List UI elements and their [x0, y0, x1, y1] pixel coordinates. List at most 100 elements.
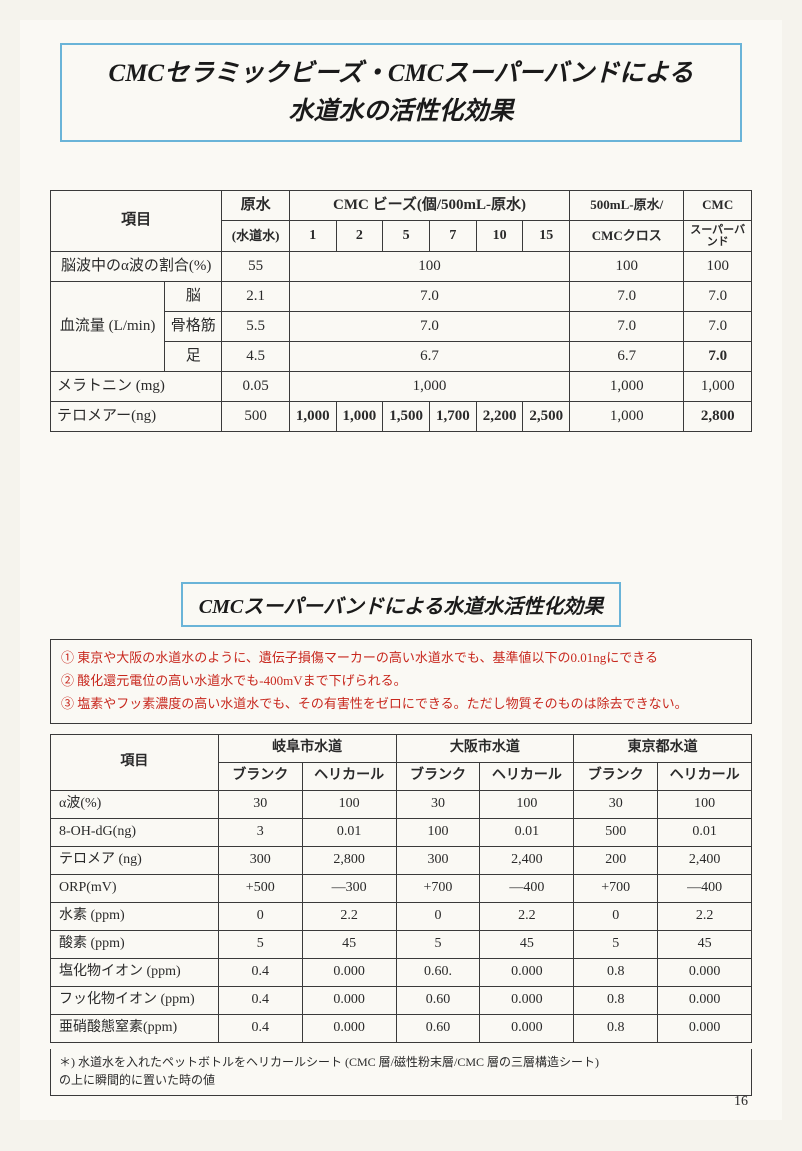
table-city: 項目 岐阜市水道 大阪市水道 東京都水道 ブランク ヘリカール ブランク ヘリカ… — [50, 734, 752, 1043]
t1-tel-label: テロメアー(ng) — [51, 402, 222, 432]
t1-tel-cloth: 1,000 — [570, 402, 684, 432]
t1-h-b2: 2 — [336, 221, 383, 252]
t1-tel-b1: 1,000 — [289, 402, 336, 432]
t2-cell: 100 — [480, 790, 574, 818]
t2-cell: 2,400 — [658, 846, 752, 874]
subtitle: CMCスーパーバンドによる水道水活性化効果 — [199, 596, 603, 618]
t1-flow-foot-band: 7.0 — [684, 342, 752, 372]
t2-cell: 100 — [302, 790, 396, 818]
t2-cell: 0.4 — [218, 1014, 302, 1042]
t1-flow-brain-cloth: 7.0 — [570, 282, 684, 312]
t2-cell: 0 — [574, 902, 658, 930]
table-row: 亜硝酸態窒素(ppm)0.40.0000.600.0000.80.000 — [51, 1014, 752, 1042]
t2-cell: 0.000 — [480, 986, 574, 1014]
t2-cell: 0.000 — [302, 986, 396, 1014]
t2-cell: 0.000 — [658, 986, 752, 1014]
footnote: ＊) 水道水を入れたペットボトルをヘリカールシート (CMC 層/磁性粉末層/C… — [50, 1049, 752, 1096]
title-line2: 水道水の活性化効果 — [288, 98, 513, 125]
t1-h-raw: 原水 — [222, 191, 290, 221]
t2-cell: 0.000 — [302, 958, 396, 986]
t2-cell: 3 — [218, 818, 302, 846]
t2-cell: 200 — [574, 846, 658, 874]
table-row: ORP(mV)+500—300+700—400+700—400 — [51, 874, 752, 902]
t1-flow-muscle-b: 7.0 — [289, 312, 569, 342]
t1-alpha-cloth: 100 — [570, 252, 684, 282]
t1-flow-brain-band: 7.0 — [684, 282, 752, 312]
t2-cell: 0.000 — [658, 1014, 752, 1042]
t2-cell: 45 — [302, 930, 396, 958]
t1-h-raw-sub: (水道水) — [222, 221, 290, 252]
t2-cell: 5 — [218, 930, 302, 958]
t1-tel-b2: 1,000 — [336, 402, 383, 432]
page-title: CMCセラミックビーズ・CMCスーパーバンドによる 水道水の活性化効果 — [76, 55, 726, 130]
t1-flow-muscle-sub: 骨格筋 — [165, 312, 222, 342]
t1-tel-b5: 1,500 — [383, 402, 430, 432]
t2-cell: 0.60 — [396, 986, 480, 1014]
t2-cell: 0.000 — [480, 958, 574, 986]
notes-box: ① 東京や大阪の水道水のように、遺伝子損傷マーカーの高い水道水でも、基準値以下の… — [50, 639, 752, 723]
t2-row-label: 酸素 (ppm) — [51, 930, 219, 958]
t1-flow-foot-raw: 4.5 — [222, 342, 290, 372]
t1-mel-band: 1,000 — [684, 372, 752, 402]
t2-h-city3: 東京都水道 — [574, 734, 752, 762]
t2-cell: 2,400 — [480, 846, 574, 874]
t1-flow-muscle-band: 7.0 — [684, 312, 752, 342]
t1-flow-brain-b: 7.0 — [289, 282, 569, 312]
t1-mel-cloth: 1,000 — [570, 372, 684, 402]
t1-h-b5: 5 — [383, 221, 430, 252]
table-row: 脳波中のα波の割合(%) 55 100 100 100 — [51, 252, 752, 282]
t2-cell: 30 — [218, 790, 302, 818]
t2-row-label: 8-OH-dG(ng) — [51, 818, 219, 846]
table-row: フッ化物イオン (ppm)0.40.0000.600.0000.80.000 — [51, 986, 752, 1014]
t1-alpha-raw: 55 — [222, 252, 290, 282]
t2-cell: 0.4 — [218, 986, 302, 1014]
t2-cell: 0.01 — [302, 818, 396, 846]
note-3: ③ 塩素やフッ素濃度の高い水道水でも、その有害性をゼロにできる。ただし物質そのも… — [61, 694, 741, 715]
page-number: 16 — [734, 1094, 748, 1110]
table-row: テロメア (ng)3002,8003002,4002002,400 — [51, 846, 752, 874]
table-row: 酸素 (ppm)545545545 — [51, 930, 752, 958]
t1-h-b1: 1 — [289, 221, 336, 252]
t1-mel-b: 1,000 — [289, 372, 569, 402]
t1-tel-b15: 2,500 — [523, 402, 570, 432]
t1-h-band: CMC — [684, 191, 752, 221]
t2-cell: 0 — [396, 902, 480, 930]
t1-mel-raw: 0.05 — [222, 372, 290, 402]
table-row: 8-OH-dG(ng)30.011000.015000.01 — [51, 818, 752, 846]
t2-h-item: 項目 — [51, 734, 219, 790]
t2-row-label: 水素 (ppm) — [51, 902, 219, 930]
t2-cell: 5 — [396, 930, 480, 958]
t2-cell: —400 — [480, 874, 574, 902]
title-box: CMCセラミックビーズ・CMCスーパーバンドによる 水道水の活性化効果 — [60, 43, 742, 142]
t2-row-label: ORP(mV) — [51, 874, 219, 902]
t2-h-blank2: ブランク — [396, 762, 480, 790]
t2-h-heli1: ヘリカール — [302, 762, 396, 790]
t1-h-b7: 7 — [430, 221, 477, 252]
t1-tel-b7: 1,700 — [430, 402, 477, 432]
t1-h-b10: 10 — [476, 221, 523, 252]
t2-h-blank1: ブランク — [218, 762, 302, 790]
t2-cell: 100 — [658, 790, 752, 818]
t2-cell: 2,800 — [302, 846, 396, 874]
note-2: ② 酸化還元電位の高い水道水でも-400mVまで下げられる。 — [61, 671, 741, 692]
t2-row-label: フッ化物イオン (ppm) — [51, 986, 219, 1014]
t1-alpha-band: 100 — [684, 252, 752, 282]
t2-cell: 0.8 — [574, 1014, 658, 1042]
t1-flow-label: 血流量 (L/min) — [51, 282, 165, 372]
t2-h-city1: 岐阜市水道 — [218, 734, 396, 762]
t2-row-label: 塩化物イオン (ppm) — [51, 958, 219, 986]
t2-row-label: 亜硝酸態窒素(ppm) — [51, 1014, 219, 1042]
t1-h-beads: CMC ビーズ(個/500mL-原水) — [289, 191, 569, 221]
table-row: テロメアー(ng) 500 1,000 1,000 1,500 1,700 2,… — [51, 402, 752, 432]
t1-h-cloth: 500mL-原水/ — [570, 191, 684, 221]
t2-cell: 500 — [574, 818, 658, 846]
t2-cell: —300 — [302, 874, 396, 902]
table-activation: 項目 原水 CMC ビーズ(個/500mL-原水) 500mL-原水/ CMC … — [50, 190, 752, 432]
t2-cell: +700 — [396, 874, 480, 902]
t2-cell: 100 — [396, 818, 480, 846]
t1-flow-foot-cloth: 6.7 — [570, 342, 684, 372]
t2-cell: 30 — [396, 790, 480, 818]
title-line1: CMCセラミックビーズ・CMCスーパーバンドによる — [109, 60, 694, 87]
t2-cell: 5 — [574, 930, 658, 958]
t1-flow-foot-sub: 足 — [165, 342, 222, 372]
